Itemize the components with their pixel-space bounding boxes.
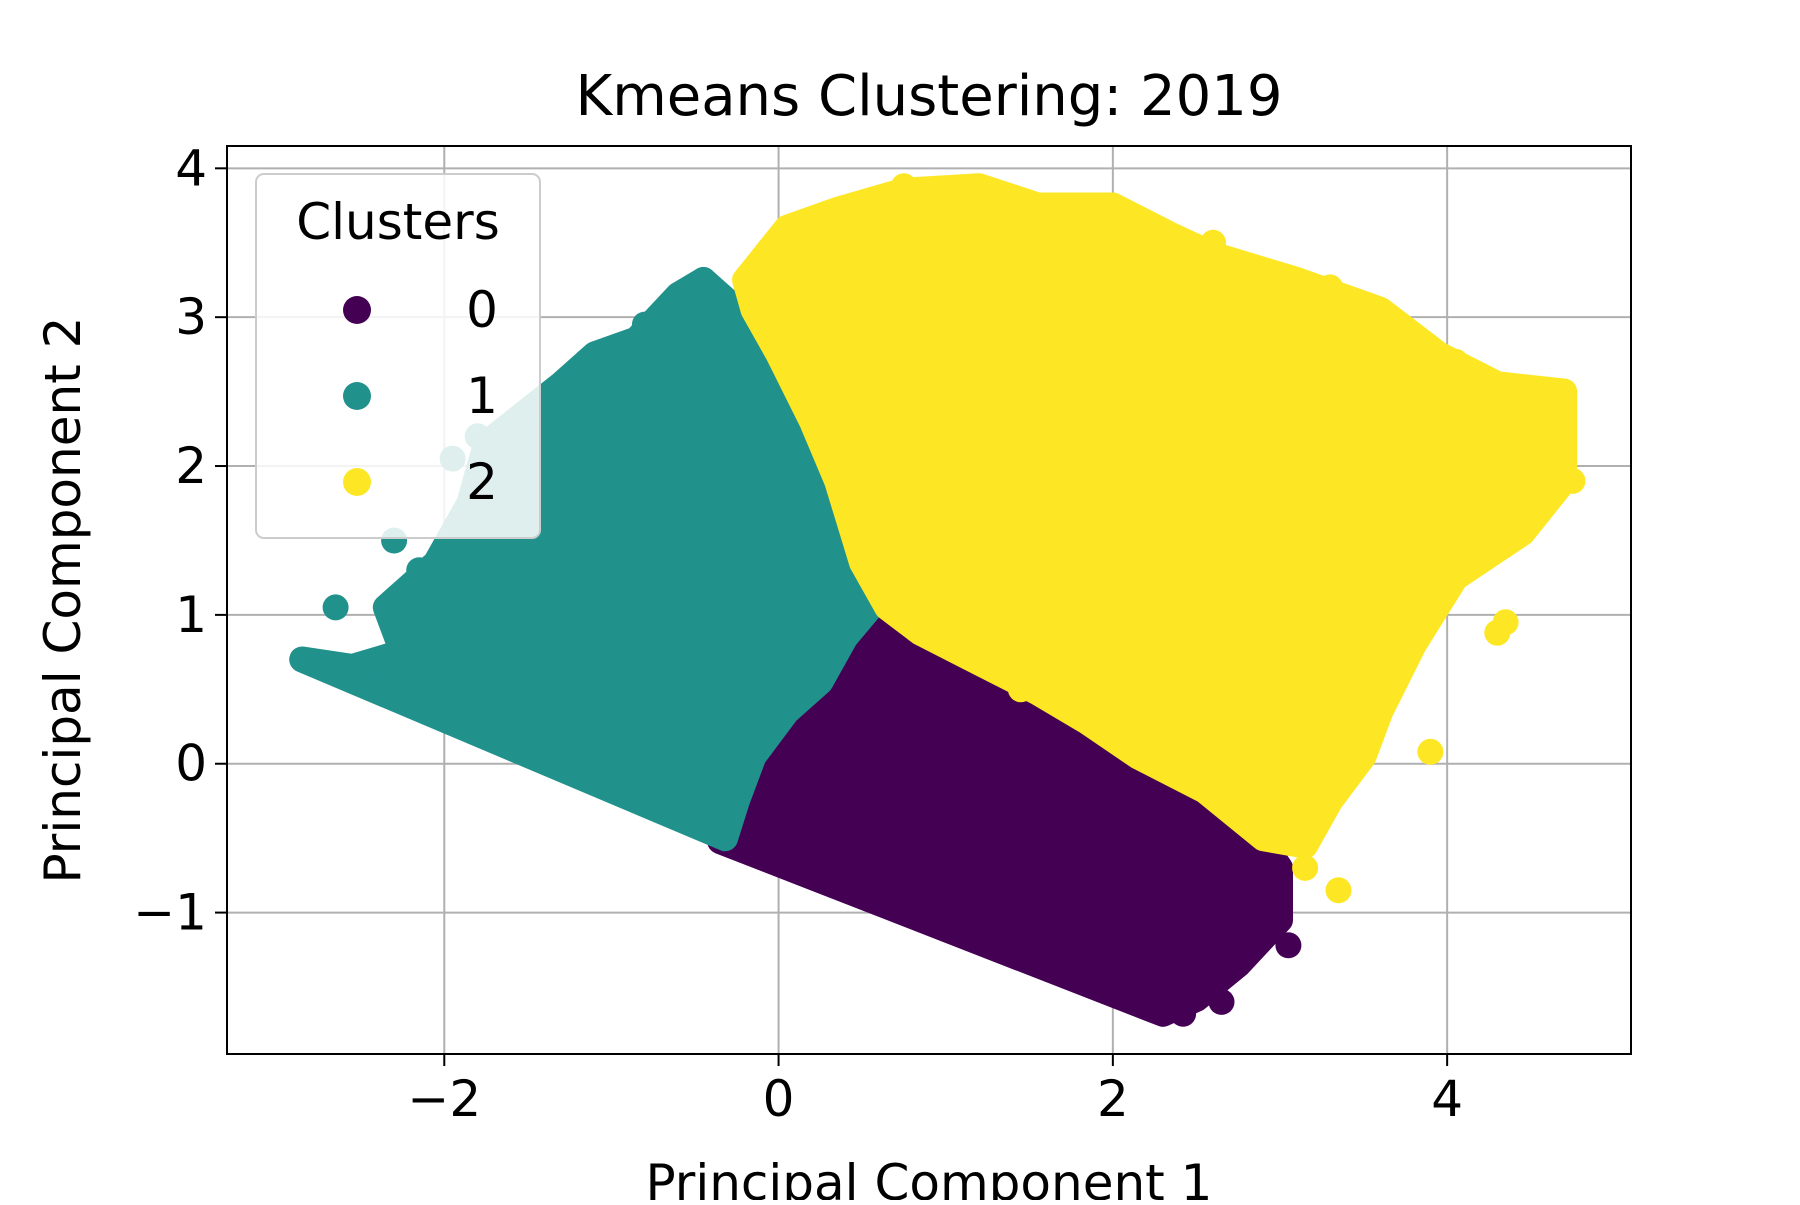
- data-point: [481, 616, 508, 643]
- cluster-1-series: [289, 267, 884, 852]
- data-layer: [289, 173, 1586, 1027]
- data-point: [1317, 274, 1344, 301]
- data-point: [1016, 512, 1043, 539]
- data-point: [1150, 788, 1176, 814]
- x-axis-label: Principal Component 1: [646, 1154, 1213, 1200]
- data-point: [406, 557, 433, 584]
- chart-title: Kmeans Clustering: 2019: [575, 64, 1282, 129]
- data-point: [962, 173, 989, 200]
- x-tick-label: 4: [1431, 1070, 1463, 1128]
- data-point: [1208, 988, 1235, 1015]
- data-point: [673, 296, 700, 323]
- data-point: [1442, 348, 1469, 375]
- data-point: [556, 371, 583, 398]
- y-tick-label: 1: [175, 586, 207, 644]
- data-point: [1133, 393, 1160, 420]
- data-point: [565, 527, 591, 554]
- data-point: [1007, 676, 1034, 703]
- data-point: [1292, 854, 1319, 881]
- data-point: [1241, 929, 1268, 956]
- data-point: [1016, 304, 1043, 331]
- tick-layer: −2 0 2 4 −1 0 1 2 3 4: [133, 139, 1463, 1128]
- data-point: [682, 393, 708, 420]
- legend-title: Clusters: [296, 193, 500, 251]
- data-point: [356, 654, 383, 680]
- data-point: [598, 661, 625, 688]
- data-point: [1350, 512, 1377, 539]
- legend-label-1: 1: [466, 367, 498, 425]
- data-point: [1551, 378, 1578, 405]
- data-point: [1233, 453, 1260, 479]
- legend-marker-1: [343, 382, 371, 410]
- data-point: [1116, 765, 1143, 792]
- y-axis-label: Principal Component 2: [34, 317, 92, 884]
- data-point: [1170, 1000, 1197, 1027]
- data-point: [799, 512, 825, 539]
- data-point: [1275, 932, 1302, 959]
- legend-box: [255, 173, 541, 539]
- x-tick-label: −2: [407, 1070, 481, 1128]
- legend: Clusters 0 1 2: [255, 173, 541, 539]
- y-tick-label: 4: [175, 139, 207, 197]
- legend-label-2: 2: [466, 453, 498, 511]
- data-point: [932, 259, 959, 286]
- y-tick-label: 3: [175, 288, 207, 346]
- legend-items: 0 1 2: [343, 281, 498, 511]
- data-point: [1325, 877, 1352, 904]
- x-tick-label: 0: [763, 1070, 795, 1128]
- data-point: [1225, 947, 1252, 974]
- data-point: [1200, 229, 1227, 256]
- legend-label-0: 0: [466, 281, 498, 339]
- data-point: [890, 173, 917, 200]
- data-point: [1183, 810, 1210, 837]
- data-point: [1559, 467, 1586, 494]
- data-point: [1099, 192, 1126, 219]
- data-point: [1099, 557, 1126, 584]
- data-point: [682, 706, 708, 733]
- data-point: [322, 594, 349, 621]
- data-point: [1501, 490, 1527, 517]
- y-tick-label: 2: [175, 437, 207, 495]
- data-point: [1258, 877, 1285, 904]
- data-point: [1267, 363, 1293, 390]
- legend-marker-2: [343, 468, 371, 496]
- data-point: [631, 311, 658, 338]
- data-point: [690, 267, 717, 293]
- data-point: [1400, 572, 1427, 599]
- data-point: [916, 423, 942, 450]
- data-point: [1200, 966, 1227, 993]
- cluster-2-series: [732, 173, 1586, 904]
- y-tick-label: −1: [133, 884, 207, 942]
- data-point: [1183, 601, 1210, 628]
- data-point: [1475, 408, 1502, 435]
- data-point: [573, 348, 600, 375]
- plot-frame: [226, 145, 1632, 1055]
- data-point: [631, 467, 658, 494]
- data-point: [1200, 847, 1227, 874]
- data-point: [1300, 661, 1327, 688]
- x-tick-label: 2: [1097, 1070, 1129, 1128]
- data-point: [1484, 619, 1511, 646]
- data-point: [1250, 899, 1277, 926]
- y-tick-label: 0: [175, 735, 207, 793]
- legend-marker-0: [343, 296, 371, 324]
- data-point: [1484, 520, 1511, 546]
- data-point: [1083, 334, 1110, 360]
- data-point: [1417, 738, 1444, 765]
